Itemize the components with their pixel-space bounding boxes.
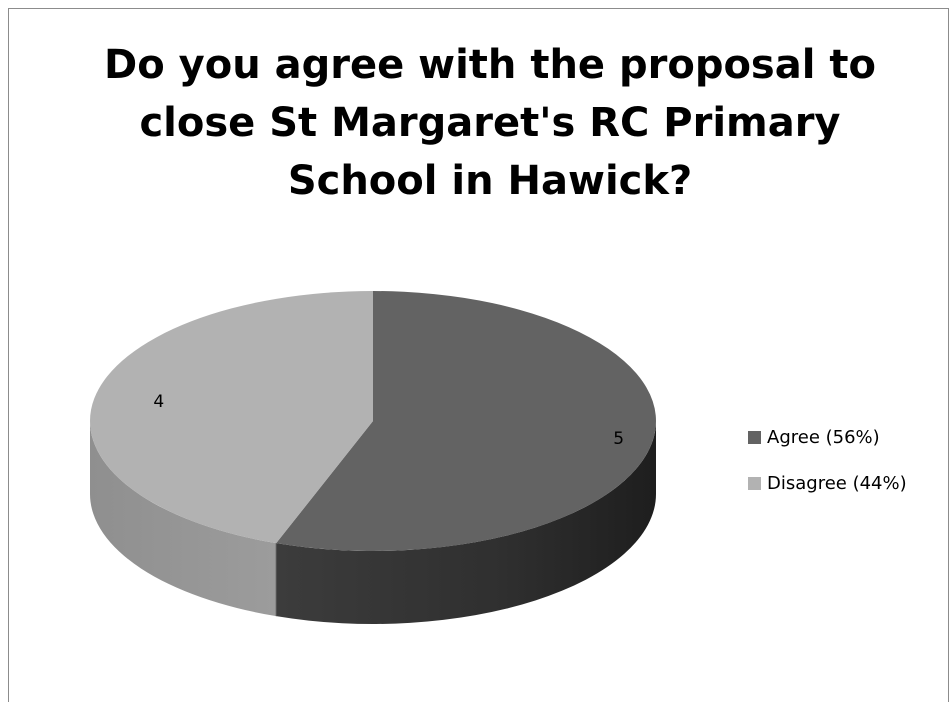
legend-item-disagree: Disagree (44%) bbox=[748, 470, 907, 497]
legend-swatch-disagree bbox=[748, 477, 761, 490]
legend-label-disagree: Disagree (44%) bbox=[767, 473, 907, 494]
data-label-disagree: 4 bbox=[153, 391, 165, 412]
pie-side-agree bbox=[276, 421, 656, 624]
pie-slice-agree bbox=[276, 291, 657, 551]
legend-item-agree: Agree (56%) bbox=[748, 424, 907, 451]
legend-swatch-agree bbox=[748, 431, 761, 444]
legend-label-agree: Agree (56%) bbox=[767, 427, 880, 448]
pie-slice-disagree bbox=[90, 291, 373, 544]
pie-slices bbox=[90, 291, 657, 624]
chart-title-line-1: Do you agree with the proposal to bbox=[104, 42, 876, 88]
legend: Agree (56%) Disagree (44%) bbox=[748, 424, 907, 516]
pie-side-disagree bbox=[90, 421, 277, 617]
chart-title-line-2: close St Margaret's RC Primary bbox=[139, 100, 841, 146]
chart-title-line-3: School in Hawick? bbox=[287, 158, 693, 204]
data-label-agree: 5 bbox=[613, 428, 625, 449]
chart-title: Do you agree with the proposal to close … bbox=[40, 36, 940, 210]
